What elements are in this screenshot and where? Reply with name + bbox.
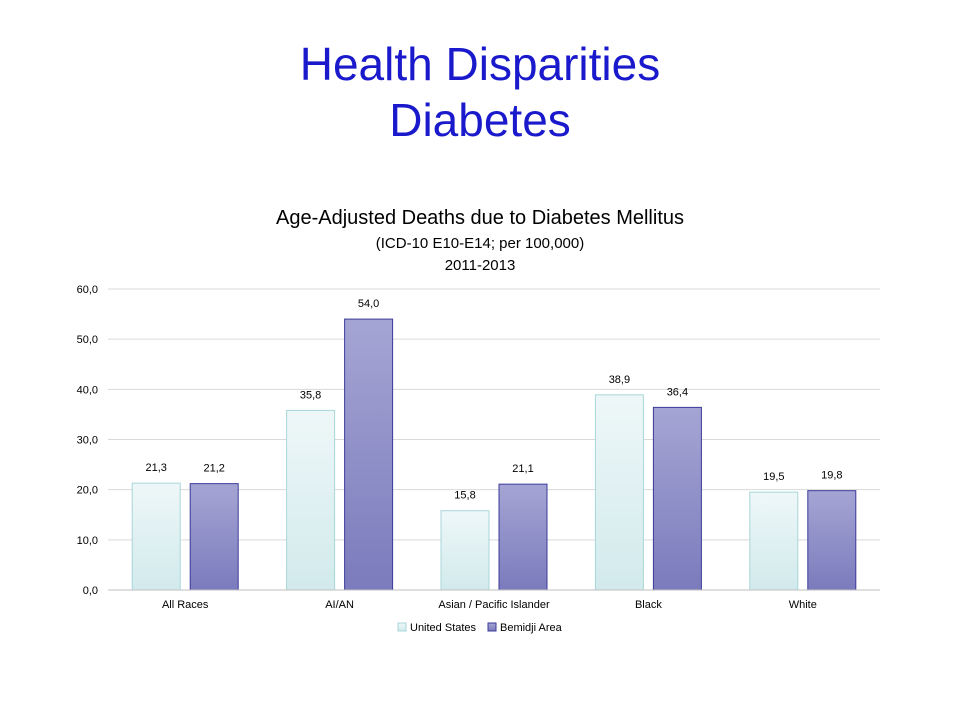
bar-united-states <box>440 510 490 591</box>
chart-subtitle: (ICD-10 E10-E14; per 100,000) <box>376 235 584 252</box>
x-category-label: All Races <box>162 599 209 611</box>
x-category-label: Asian / Pacific Islander <box>438 599 550 611</box>
x-category-label: Black <box>635 599 662 611</box>
x-category-label: AI/AN <box>325 599 354 611</box>
bar-united-states <box>286 409 336 591</box>
bar-bemidji-area <box>344 318 394 591</box>
x-category-label: White <box>789 599 817 611</box>
y-tick-label: 0,0 <box>83 585 98 597</box>
y-tick-label: 20,0 <box>77 485 98 497</box>
legend-swatch-united-states <box>397 622 407 632</box>
slide-title-line-2: Diabetes <box>389 94 571 146</box>
bar-bemidji-area <box>652 406 702 591</box>
slide-title: Health Disparities Diabetes <box>0 36 960 148</box>
y-tick-label: 60,0 <box>77 284 98 296</box>
legend-label-united-states: United States <box>410 622 477 634</box>
y-tick-label: 10,0 <box>77 535 98 547</box>
axes: 0,0 10,0 20,0 30,0 40,0 50,0 60,0 All Races AI/A… <box>77 284 880 611</box>
y-tick-label: 50,0 <box>77 334 98 346</box>
y-tick-label: 40,0 <box>77 384 98 396</box>
chart-period: 2011-2013 <box>445 257 516 274</box>
data-label-united-states: 38,9 <box>609 374 630 386</box>
data-labels: 21,3 21,2 35,8 54,0 15,8 21,1 38,9 36,4 19,5 19,8 <box>145 298 842 502</box>
data-label-united-states: 21,3 <box>145 462 166 474</box>
slide-title-line-1: Health Disparities <box>299 38 661 90</box>
bar-bemidji-area <box>807 490 857 591</box>
data-label-bemidji-area: 21,1 <box>512 463 533 475</box>
data-label-united-states: 15,8 <box>454 490 475 502</box>
data-label-united-states: 19,5 <box>763 471 784 483</box>
bar-united-states <box>131 482 181 591</box>
chart-title: Age-Adjusted Deaths due to Diabetes Mell… <box>276 207 684 229</box>
data-label-united-states: 35,8 <box>300 389 321 401</box>
data-label-bemidji-area: 19,8 <box>821 470 842 482</box>
bars <box>131 318 857 591</box>
bar-bemidji-area <box>189 483 239 591</box>
data-label-bemidji-area: 54,0 <box>358 298 379 310</box>
legend: United States Bemidji Area <box>397 622 563 634</box>
bar-united-states <box>594 394 644 591</box>
y-tick-label: 30,0 <box>77 435 98 447</box>
legend-label-bemidji-area: Bemidji Area <box>500 622 563 634</box>
data-label-bemidji-area: 21,2 <box>203 463 224 475</box>
legend-swatch-bemidji-area <box>487 622 497 632</box>
bar-bemidji-area <box>498 483 548 591</box>
bar-united-states <box>749 491 799 591</box>
data-label-bemidji-area: 36,4 <box>667 386 688 398</box>
